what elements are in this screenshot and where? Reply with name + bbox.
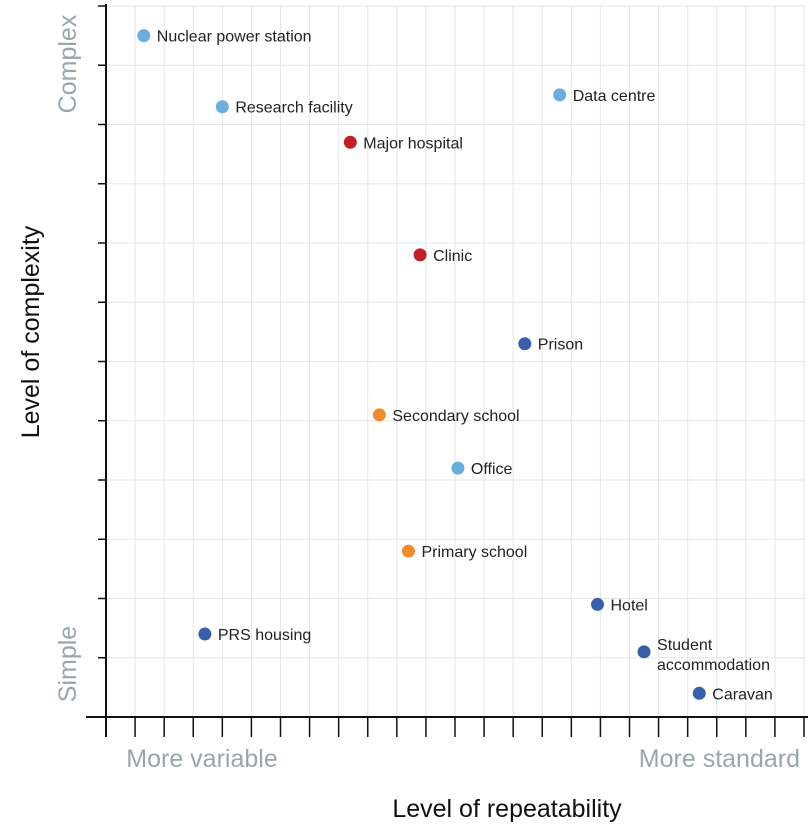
data-point: [137, 29, 151, 43]
data-point-label-line: Major hospital: [363, 135, 463, 152]
data-point-label: Prison: [538, 337, 583, 354]
data-points: Nuclear power station Research facility Da…: [137, 29, 773, 703]
data-point-group: Secondary school: [372, 408, 520, 425]
data-point-label: Research facility: [235, 100, 352, 117]
data-point-label-line: Data centre: [573, 88, 656, 105]
data-point: [637, 645, 651, 659]
data-point-label-line: Primary school: [421, 544, 527, 561]
data-point: [553, 88, 567, 102]
data-point: [215, 100, 229, 114]
data-point-label: Major hospital: [363, 135, 463, 152]
data-point-label-line: Student: [657, 637, 713, 654]
y-end-label-high: Complex: [54, 14, 82, 113]
data-point-label-line: PRS housing: [218, 627, 311, 644]
data-point-group: Office: [451, 461, 513, 478]
x-end-label-low: More variable: [126, 745, 277, 773]
data-point: [518, 337, 532, 351]
data-point-group: Major hospital: [343, 135, 463, 152]
data-point-label: Secondary school: [392, 408, 519, 425]
data-point-group: Nuclear power station: [137, 29, 312, 46]
data-point-group: Clinic: [413, 248, 472, 265]
data-point-label: Student accommodation: [657, 637, 770, 674]
data-point-label: Caravan: [712, 686, 772, 703]
data-point-label: Nuclear power station: [157, 29, 312, 46]
y-axis-title: Level of complexity: [17, 225, 45, 438]
data-point-label: PRS housing: [218, 627, 311, 644]
data-point-group: PRS housing: [198, 627, 311, 644]
data-point: [451, 461, 465, 475]
data-point-label-line: Hotel: [611, 597, 648, 614]
data-point-label-line: Nuclear power station: [157, 29, 312, 46]
data-point-label: Data centre: [573, 88, 656, 105]
data-point-label: Hotel: [611, 597, 648, 614]
data-point: [372, 408, 386, 422]
data-point: [343, 135, 357, 149]
data-point: [401, 544, 415, 558]
x-axis-title: Level of repeatability: [392, 795, 622, 823]
data-point-group: Caravan: [692, 686, 773, 703]
data-point: [692, 686, 706, 700]
data-point-label: Office: [471, 461, 513, 478]
data-point-label-line: Secondary school: [392, 408, 519, 425]
data-point-group: Prison: [518, 337, 583, 354]
data-point-label: Clinic: [433, 248, 472, 265]
data-point-group: Hotel: [591, 597, 648, 614]
data-point-group: Student accommodation: [637, 637, 770, 674]
data-point: [413, 248, 427, 262]
data-point-label-line: Research facility: [235, 100, 352, 117]
x-end-label-high: More standard: [639, 745, 800, 773]
data-point-label-line: Caravan: [712, 686, 772, 703]
data-point-group: Primary school: [401, 544, 527, 561]
data-point-label-line: Office: [471, 461, 513, 478]
data-point: [198, 627, 212, 641]
data-point-label-line: Clinic: [433, 248, 472, 265]
data-point-label-line: accommodation: [657, 657, 770, 674]
axes: [86, 4, 808, 737]
data-point-group: Research facility: [215, 100, 353, 117]
y-end-label-low: Simple: [54, 626, 82, 702]
grid: [106, 5, 805, 717]
data-point: [591, 597, 605, 611]
data-point-label: Primary school: [421, 544, 527, 561]
data-point-label-line: Prison: [538, 337, 583, 354]
data-point-group: Data centre: [553, 88, 656, 105]
